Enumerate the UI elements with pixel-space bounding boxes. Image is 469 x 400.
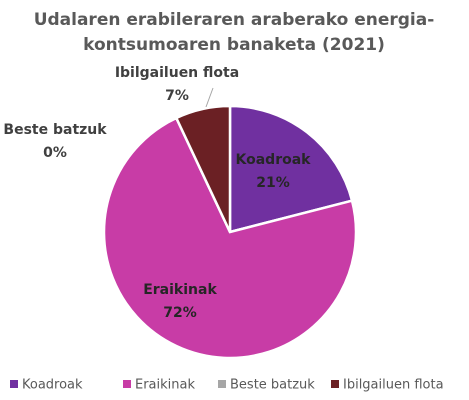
leader-line: [205, 87, 214, 108]
legend-swatch: [331, 380, 339, 388]
pie-slice: [228, 104, 354, 234]
slice-label: Eraikinak: [143, 282, 217, 298]
pie-slice: [102, 116, 358, 360]
slice-label: Koadroak: [236, 152, 312, 168]
slice-label: Beste batzuk: [3, 122, 107, 138]
legend-label: Eraikinak: [135, 378, 195, 393]
chart-title: kontsumoaren banaketa (2021): [83, 35, 385, 55]
legend-swatch: [218, 380, 226, 388]
legend-label: Beste batzuk: [230, 378, 315, 393]
legend-label: Koadroak: [22, 378, 83, 393]
legend-swatch: [123, 380, 131, 388]
value-label: 72%: [163, 305, 197, 321]
value-label: 0%: [43, 145, 67, 161]
value-label: 21%: [256, 175, 290, 191]
chart-title: Udalaren erabileraren araberako energia-: [34, 10, 435, 30]
legend-label: Ibilgailuen flota: [343, 378, 444, 393]
pie-slice: [174, 104, 232, 233]
slice-label: Ibilgailuen flota: [115, 65, 239, 81]
legend-swatch: [10, 380, 18, 388]
value-label: 7%: [165, 88, 189, 104]
